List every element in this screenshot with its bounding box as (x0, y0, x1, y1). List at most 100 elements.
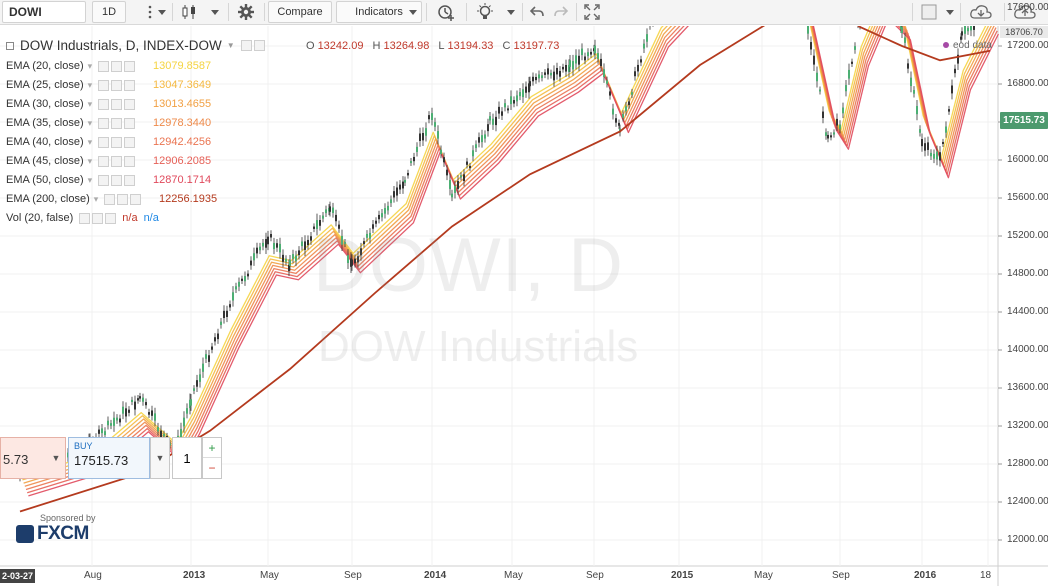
sponsor-badge[interactable]: Sponsored by FXCM (16, 513, 96, 545)
indicator-menu-icon[interactable]: ▾ (87, 118, 93, 128)
candle-body (916, 106, 918, 115)
indicator-controls[interactable] (98, 99, 137, 110)
indicator-controls[interactable] (98, 156, 137, 167)
indicator-menu-icon[interactable]: ▾ (87, 99, 93, 109)
indicators-button[interactable]: Indicators (336, 1, 422, 23)
buy-button[interactable]: BUY 17515.73 (68, 437, 150, 479)
indicator-legend-row[interactable]: EMA (30, close) ▾ (6, 95, 137, 114)
buy-dropdown-icon[interactable]: ▼ (150, 437, 170, 479)
main-series-legend[interactable]: DOW Industrials, D, INDEX-DOW ▼ (6, 38, 267, 53)
indicator-menu-icon[interactable]: ▾ (87, 61, 93, 71)
candle-body (930, 152, 932, 157)
redo-icon[interactable] (550, 1, 572, 23)
indicator-menu-icon[interactable]: ▾ (87, 175, 93, 185)
interval-menu-icon[interactable] (144, 1, 156, 23)
candle-body (301, 241, 303, 247)
candle-body (544, 72, 546, 75)
increase-quantity-button[interactable]: + (203, 438, 221, 458)
candle-body (646, 34, 648, 42)
candle-body (513, 100, 515, 104)
indicator-value: 12978.3440 (153, 117, 212, 129)
volume-name: Vol (20, false) (6, 212, 74, 224)
indicator-legend-row[interactable]: EMA (25, close) ▾ (6, 76, 137, 95)
price-axis-label: 13600.00 (1007, 382, 1048, 393)
candle-body (256, 247, 258, 254)
candle-body (501, 111, 503, 116)
indicator-controls[interactable] (98, 118, 137, 129)
candles-icon[interactable] (176, 1, 202, 23)
indicators-dropdown-icon[interactable] (406, 1, 420, 23)
indicator-legend-row[interactable]: EMA (200, close) ▾ (6, 190, 143, 209)
cloud-save-icon[interactable] (1010, 1, 1040, 23)
watermark-symbol: DOWI, D (313, 223, 624, 308)
indicator-legend-row[interactable]: EMA (40, close) ▾ (6, 133, 137, 152)
cloud-load-icon[interactable] (966, 1, 996, 23)
candle-body (434, 122, 436, 127)
indicator-controls[interactable] (98, 137, 137, 148)
indicator-controls[interactable] (98, 61, 137, 72)
alert-icon[interactable] (432, 1, 460, 23)
ema-line (21, 26, 987, 478)
symbol-text: DOWI (9, 5, 42, 19)
candle-body (973, 26, 975, 30)
indicator-controls[interactable] (104, 194, 143, 205)
candle-body (612, 108, 614, 115)
candle-body (310, 236, 312, 241)
legend-collapse-icon[interactable] (6, 41, 14, 50)
price-axis-top-value: 18706.70 (1000, 26, 1048, 38)
candle-body (622, 114, 624, 118)
color-theme-icon[interactable] (916, 1, 942, 23)
ema-line (27, 26, 998, 494)
candle-body (279, 243, 281, 253)
indicator-controls[interactable] (98, 175, 137, 186)
decrease-quantity-button[interactable]: − (208, 461, 216, 475)
indicator-name: EMA (40, close) (6, 136, 84, 148)
color-theme-dropdown-icon[interactable] (944, 1, 956, 23)
indicator-legend-row[interactable]: EMA (35, close) ▾ (6, 114, 137, 133)
candle-body (110, 423, 112, 426)
candle-body (933, 153, 935, 159)
indicator-menu-icon[interactable]: ▾ (87, 80, 93, 90)
interval-button[interactable]: 1D (92, 1, 126, 23)
quantity-stepper[interactable]: + − (202, 437, 222, 479)
indicator-menu-icon[interactable]: ▾ (87, 156, 93, 166)
fullscreen-icon[interactable] (580, 1, 604, 23)
indicator-menu-icon[interactable]: ▾ (93, 194, 99, 204)
candle-body (443, 157, 445, 163)
indicator-legend-row[interactable]: EMA (50, close) ▾ (6, 171, 137, 190)
indicator-legend-row[interactable]: EMA (20, close) ▾ (6, 57, 137, 76)
candle-body (407, 172, 409, 176)
indicator-controls[interactable] (98, 80, 137, 91)
chart-style-dropdown-icon[interactable] (156, 1, 168, 23)
ema-200-line (19, 26, 991, 513)
candle-body (810, 42, 812, 50)
open-value: 13242.09 (317, 40, 364, 52)
compare-button[interactable]: Compare (268, 1, 332, 23)
sell-dropdown-icon[interactable]: ▼ (51, 453, 61, 463)
volume-controls[interactable] (79, 213, 118, 224)
settings-gear-icon[interactable] (233, 1, 259, 23)
candle-body (478, 137, 480, 143)
price-chart[interactable] (0, 26, 1048, 586)
series-menu-icon[interactable]: ▼ (226, 41, 235, 50)
candle-body (532, 76, 534, 82)
last-price-tag: 17515.73 (1000, 112, 1048, 129)
candle-body (148, 412, 150, 415)
quantity-input[interactable]: 1 (172, 437, 202, 479)
candle-body (615, 118, 617, 123)
buy-price: 17515.73 (74, 453, 129, 468)
sell-button[interactable]: 5.73 (0, 437, 66, 479)
indicator-value: 12942.4256 (153, 136, 212, 148)
undo-icon[interactable] (526, 1, 548, 23)
idea-lightbulb-icon[interactable] (472, 1, 498, 23)
candle-body (510, 96, 512, 105)
chart-type-dropdown-icon[interactable] (208, 1, 222, 23)
series-controls[interactable] (240, 40, 267, 51)
candle-body (347, 255, 349, 264)
volume-legend-row[interactable]: Vol (20, false) n/a n/a (6, 209, 159, 228)
candle-body (145, 402, 147, 406)
idea-dropdown-icon[interactable] (504, 1, 518, 23)
indicator-legend-row[interactable]: EMA (45, close) ▾ (6, 152, 137, 171)
symbol-search-input[interactable]: DOWI (2, 1, 86, 23)
indicator-menu-icon[interactable]: ▾ (87, 137, 93, 147)
